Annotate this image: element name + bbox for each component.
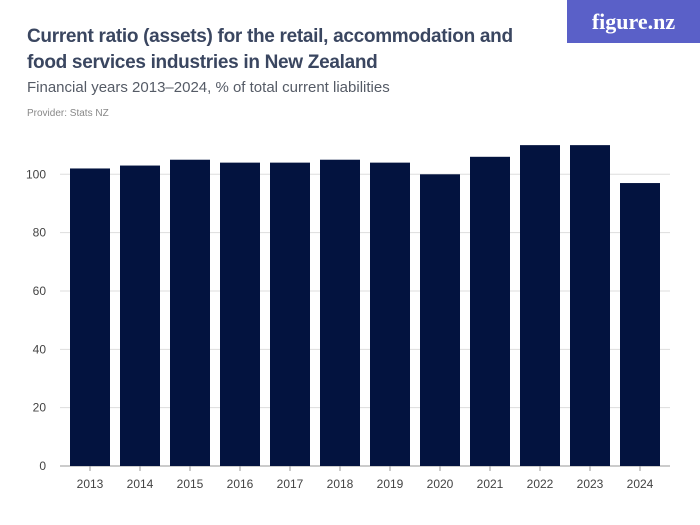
x-tick-label: 2017 (277, 477, 304, 491)
chart-subtitle: Financial years 2013–2024, % of total cu… (27, 79, 390, 96)
y-tick-label: 80 (33, 226, 47, 240)
bar-2022 (520, 145, 560, 466)
bar-2020 (420, 174, 460, 467)
y-tick-label: 100 (26, 167, 46, 181)
x-tick-label: 2021 (477, 477, 504, 491)
bar-2017 (270, 162, 310, 466)
bar-2019 (370, 162, 410, 466)
bar-2018 (320, 159, 360, 466)
x-tick-label: 2014 (127, 477, 154, 491)
figure-nz-logo[interactable]: figure.nz (567, 0, 700, 43)
x-tick-label: 2016 (227, 477, 254, 491)
bar-2014 (120, 165, 160, 466)
bar-2024 (620, 183, 660, 466)
y-tick-label: 40 (33, 342, 47, 356)
x-tick-label: 2018 (327, 477, 354, 491)
y-tick-label: 20 (33, 401, 47, 415)
chart-title: Current ratio (assets) for the retail, a… (27, 26, 513, 73)
x-tick-label: 2024 (627, 477, 654, 491)
x-tick-label: 2013 (77, 477, 104, 491)
x-tick-label: 2022 (527, 477, 554, 491)
y-tick-label: 60 (33, 284, 47, 298)
bar-2021 (470, 156, 510, 466)
provider-label: Provider: Stats NZ (27, 108, 109, 119)
bar-2016 (220, 162, 260, 466)
x-tick-label: 2019 (377, 477, 404, 491)
x-tick-label: 2023 (577, 477, 604, 491)
y-tick-label: 0 (39, 459, 46, 473)
x-tick-label: 2020 (427, 477, 454, 491)
x-tick-label: 2015 (177, 477, 204, 491)
bar-2023 (570, 145, 610, 466)
bar-2013 (70, 168, 110, 466)
bar-2015 (170, 159, 210, 466)
